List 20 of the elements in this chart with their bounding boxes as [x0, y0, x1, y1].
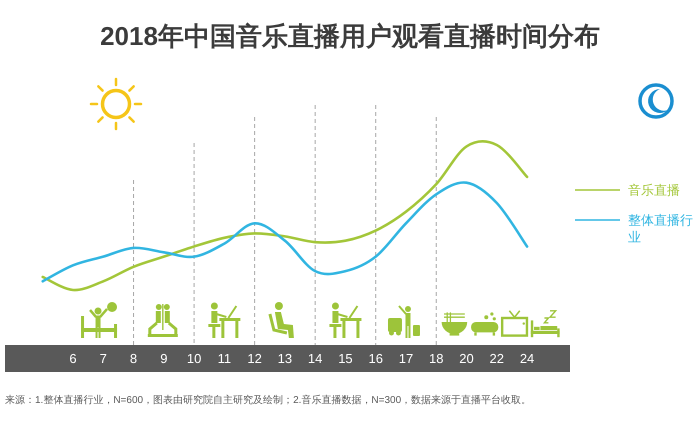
- x-tick-label: 24: [520, 351, 534, 366]
- x-tick-label: 6: [69, 351, 77, 366]
- x-tick-label: 14: [308, 351, 322, 366]
- x-tick-label: 20: [459, 351, 474, 366]
- x-tick-label: 11: [218, 351, 232, 366]
- x-tick-label: 16: [368, 351, 383, 366]
- x-tick-label: 22: [490, 351, 504, 366]
- legend-label: 音乐直播: [628, 182, 680, 198]
- chart-title: 2018年中国音乐直播用户观看直播时间分布: [100, 21, 600, 51]
- x-tick-label: 12: [247, 351, 262, 366]
- x-tick-label: 17: [398, 351, 414, 366]
- legend-label: 整体直播行业: [628, 212, 693, 244]
- x-tick-label: 13: [278, 351, 292, 366]
- x-tick-label: 9: [160, 351, 168, 366]
- x-tick-label: 7: [100, 351, 107, 366]
- source-note: 来源：1.整体直播行业，N=600，图表由研究院自主研究及绘制；2.音乐直播数据，N=300，数据来源于直播平台收取。: [5, 394, 532, 406]
- x-tick-label: 8: [130, 351, 138, 366]
- x-tick-label: 18: [429, 351, 444, 366]
- x-tick-label: 15: [338, 351, 353, 366]
- x-tick-label: 10: [186, 351, 202, 366]
